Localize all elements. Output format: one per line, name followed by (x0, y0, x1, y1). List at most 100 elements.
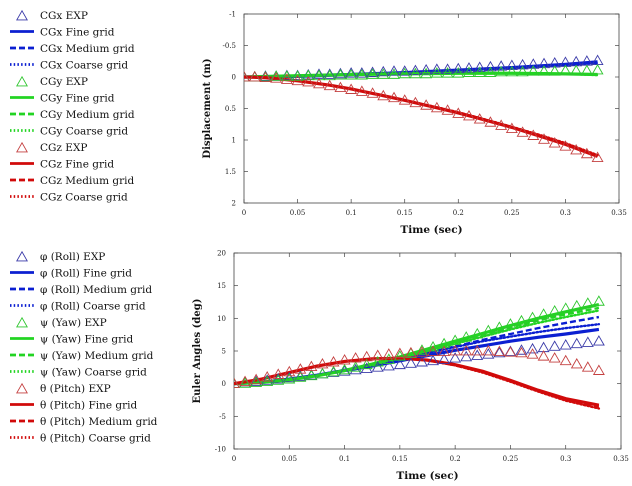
exp-point (377, 68, 390, 79)
exp-point (244, 70, 250, 82)
exp-point (323, 69, 336, 81)
legend-item: φ (Roll) Fine grid (10, 268, 132, 280)
exp-point (313, 69, 325, 81)
exp-point (460, 344, 473, 356)
exp-point (463, 66, 475, 77)
exp-point (581, 297, 594, 308)
legend-item: ψ (Yaw) Medium grid (10, 350, 154, 362)
legend-label: φ (Roll) Medium grid (40, 284, 152, 296)
exp-point (580, 147, 593, 159)
series-line (234, 309, 601, 385)
y-axis-label: Displacement (m) (202, 58, 213, 158)
exp-point (438, 345, 451, 357)
legend-item: CGx Medium grid (10, 43, 135, 55)
exp-point (515, 346, 528, 358)
exp-point (427, 340, 440, 352)
exp-point (430, 63, 443, 74)
x-tick-label: 0.35 (613, 455, 629, 463)
exp-point (495, 60, 508, 71)
exp-point (527, 58, 540, 69)
exp-point (409, 96, 422, 108)
exp-point (366, 87, 379, 98)
legend-label: CGz Fine grid (40, 159, 114, 171)
exp-point (327, 365, 340, 377)
exp-point (349, 363, 362, 375)
x-tick-label: 0 (232, 455, 236, 463)
legend-item: CGy Coarse grid (10, 126, 128, 138)
exp-point (323, 68, 336, 79)
x-tick-label: 0 (242, 209, 246, 217)
exp-point (382, 359, 395, 371)
exp-point (592, 335, 605, 346)
exp-point (270, 72, 283, 83)
exp-point (471, 344, 484, 356)
exp-point (371, 355, 384, 367)
exp-point (592, 364, 605, 375)
x-tick-label: 0.1 (339, 455, 350, 463)
exp-point (548, 305, 561, 316)
x-axis-label: Time (sec) (396, 470, 458, 482)
legend-label: θ (Pitch) Fine grid (40, 400, 138, 412)
legend-item: θ (Pitch) Fine grid (10, 400, 138, 412)
y-tick-label: 2 (232, 200, 236, 208)
legend-item: CGz Coarse grid (10, 192, 128, 204)
exp-point (559, 56, 572, 67)
y-tick-label: -5 (219, 413, 226, 421)
x-tick-label: 0.35 (611, 209, 627, 217)
exp-point (526, 348, 539, 359)
exp-point (504, 318, 517, 329)
legend-item: CGx Fine grid (10, 27, 115, 39)
x-tick-label: 0.15 (392, 455, 408, 463)
exp-point (338, 363, 351, 375)
exp-point (338, 365, 351, 376)
exp-point (261, 371, 274, 382)
exp-point (409, 64, 422, 76)
exp-point (409, 67, 422, 79)
exp-point (505, 122, 518, 134)
x-tick-label: 0.25 (503, 455, 519, 463)
series-line (244, 75, 598, 157)
exp-point (283, 371, 296, 383)
exp-point (591, 151, 604, 162)
exp-point (360, 362, 373, 373)
legend-label: CGy EXP (40, 76, 88, 88)
exp-point (482, 344, 495, 356)
exp-point (493, 346, 506, 358)
exp-point (420, 99, 433, 110)
exp-point (570, 143, 583, 155)
exp-point (239, 377, 252, 388)
exp-point (338, 354, 351, 365)
exp-point (427, 354, 440, 366)
exp-point (460, 331, 473, 342)
x-tick-label: 0.15 (397, 209, 413, 217)
exp-point (591, 63, 604, 75)
exp-point (548, 137, 561, 148)
exp-point (415, 355, 428, 367)
plot-marks (244, 54, 604, 162)
exp-point (527, 65, 540, 76)
exp-point (398, 67, 411, 79)
exp-point (302, 75, 315, 87)
exp-point (388, 68, 400, 79)
legend-item: CGz EXP (16, 141, 88, 154)
x-axis-label: Time (sec) (400, 224, 462, 236)
exp-point (250, 375, 263, 387)
legend-label: CGz Medium grid (40, 175, 134, 187)
exp-point (334, 67, 347, 79)
exp-point (452, 62, 465, 74)
exp-point (360, 350, 373, 362)
legend-triangle-icon (16, 250, 28, 262)
exp-point (248, 70, 261, 82)
legend-label: CGy Coarse grid (40, 126, 128, 138)
legend-label: CGz EXP (40, 142, 88, 154)
exp-point (250, 376, 263, 388)
exp-point (538, 57, 550, 69)
exp-point (526, 342, 539, 354)
exp-point (404, 357, 417, 368)
exp-point (473, 61, 486, 72)
exp-point (371, 361, 384, 372)
exp-point (261, 374, 274, 385)
chart-2: 0 0.05 0.1 0.15 0.2 0.25 0.3 0.35 -10 -5 0 5 10 15 20 T… (10, 250, 629, 482)
exp-point (452, 107, 465, 118)
y-tick-label: -0.5 (223, 42, 237, 50)
